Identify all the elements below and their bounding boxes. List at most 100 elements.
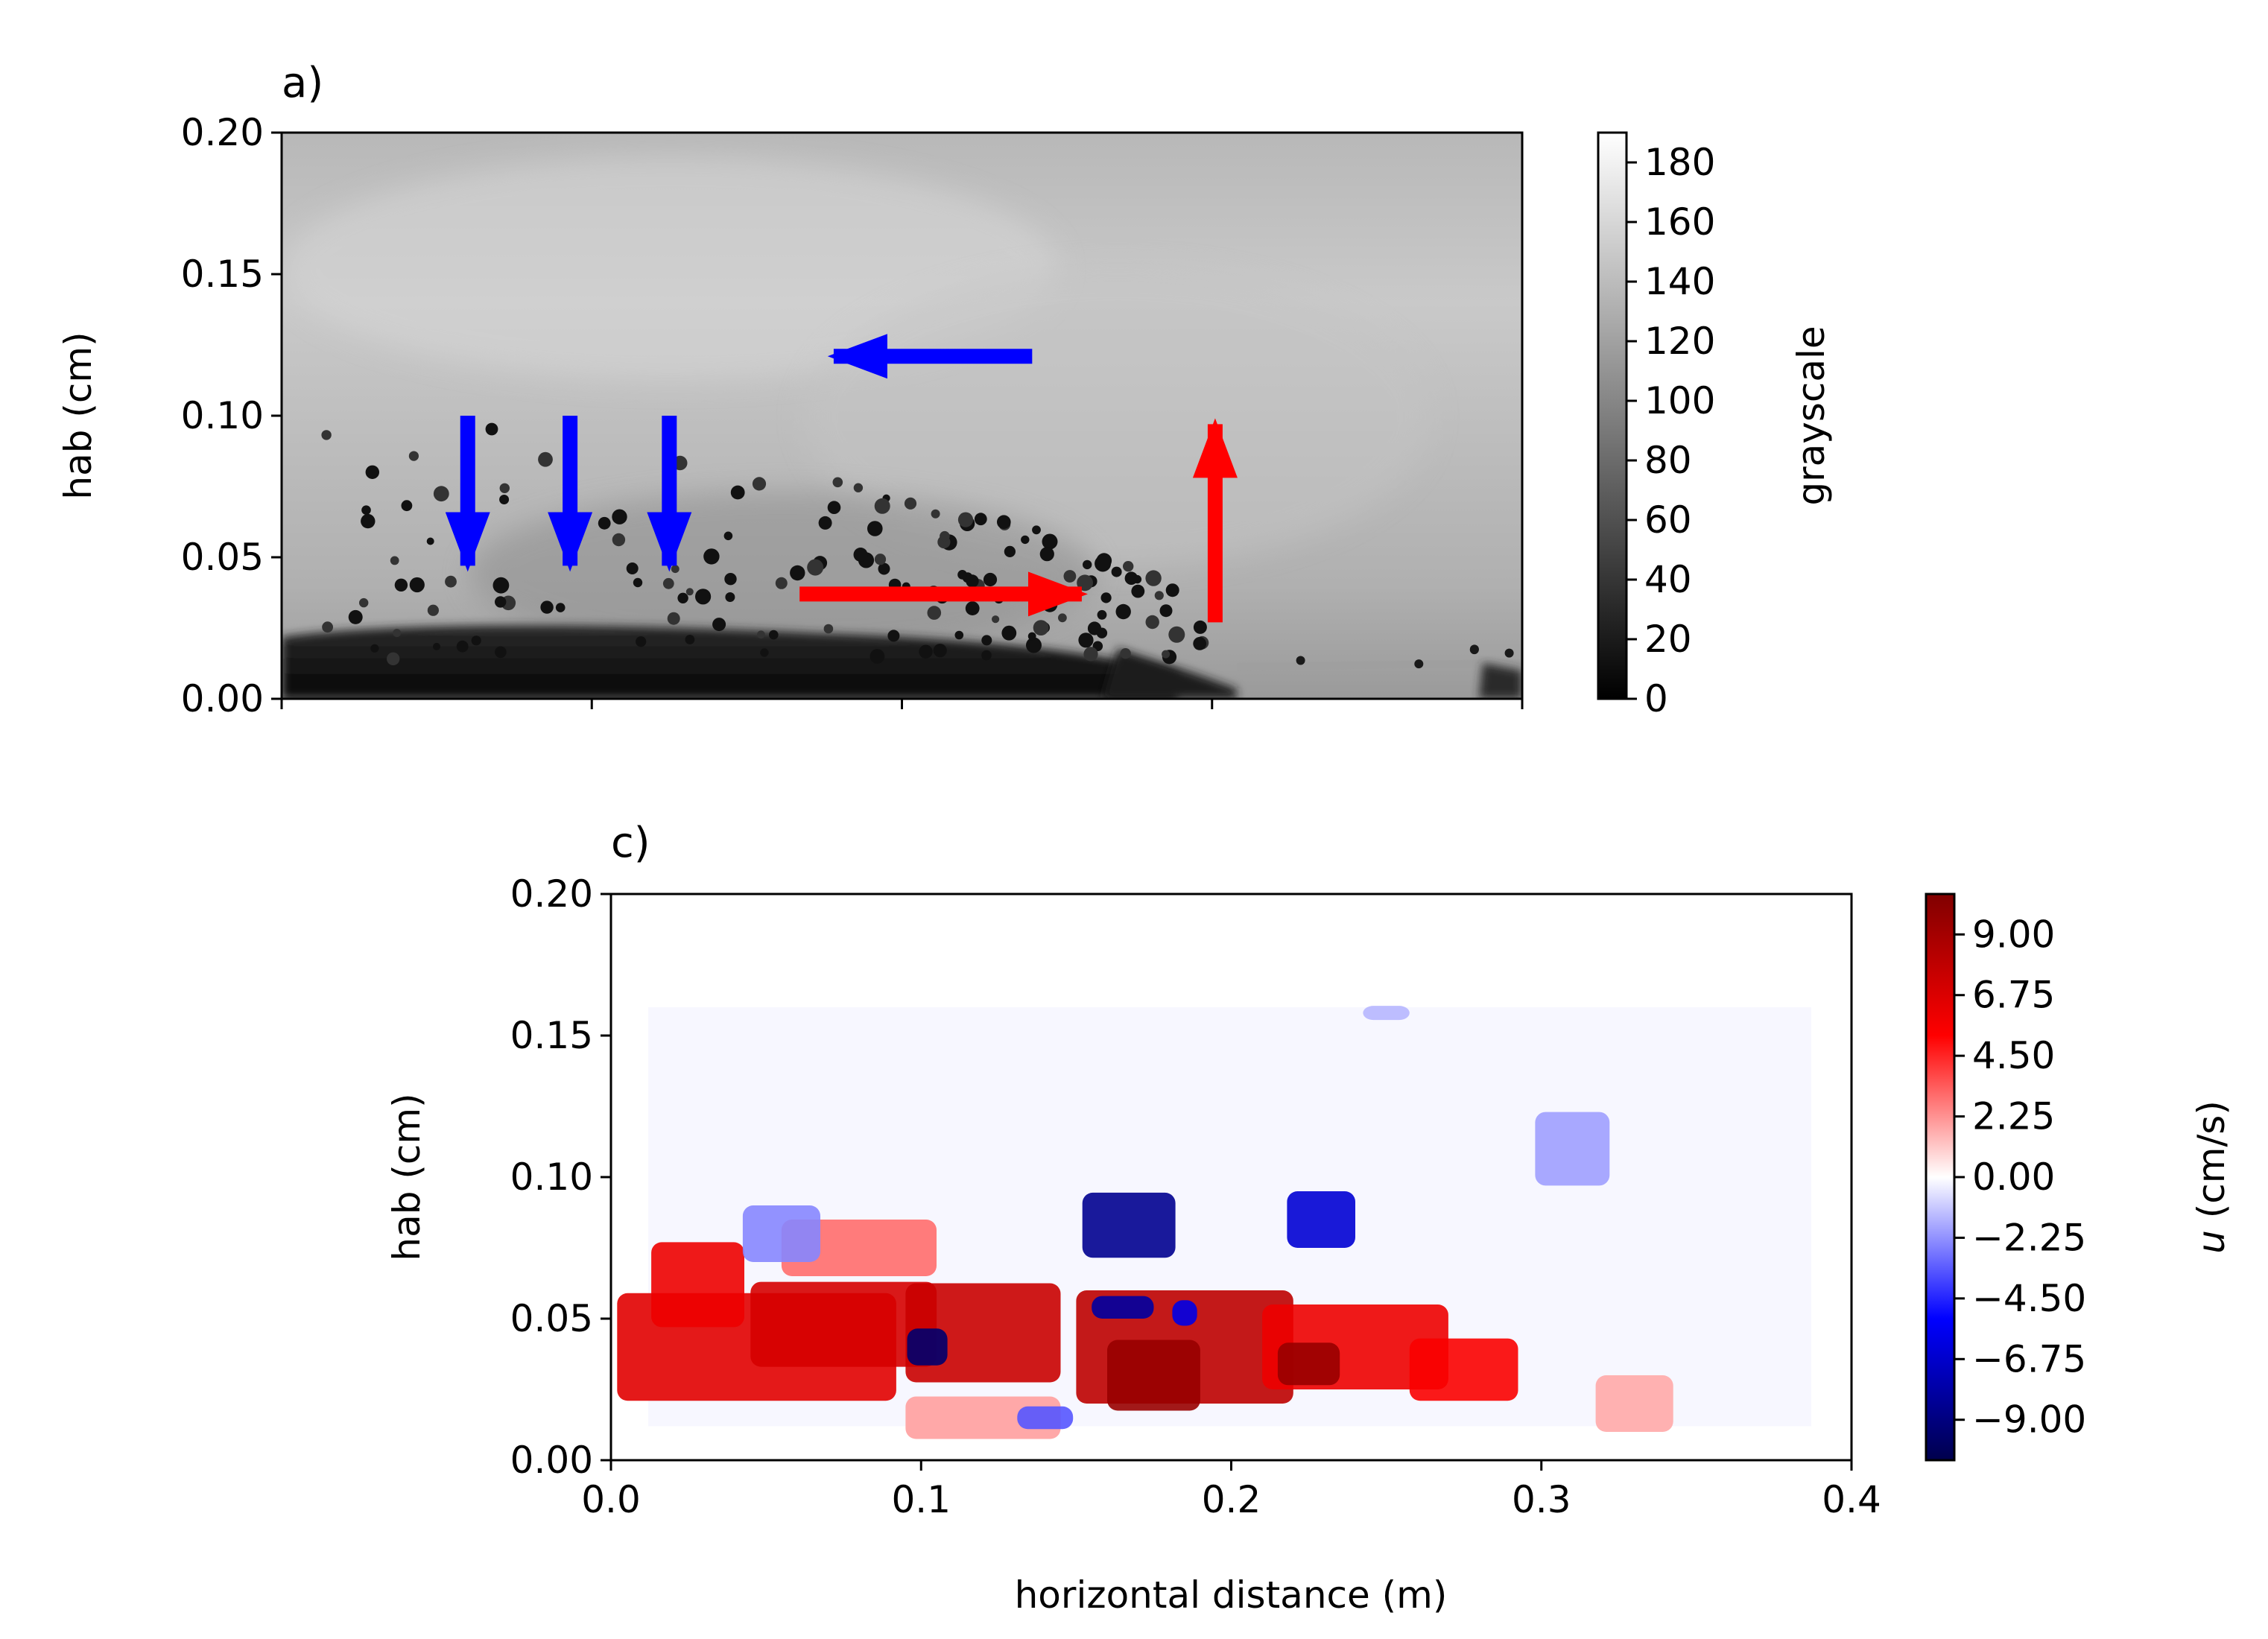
sediment-particle [409, 577, 425, 593]
positive-velocity-region [1107, 1340, 1200, 1411]
sediment-particle [981, 635, 992, 646]
sediment-particle [887, 630, 900, 642]
sediment-particle [555, 603, 566, 612]
sediment-particle [1033, 620, 1049, 635]
sediment-particle [790, 565, 805, 581]
negative-velocity-region [742, 1205, 820, 1262]
sediment-particle [1039, 547, 1054, 562]
sediment-particle [662, 577, 674, 589]
axes-a-ytick-label: 0.05 [181, 536, 264, 579]
colorbar-c-tick-label: 4.50 [1972, 1034, 2055, 1077]
negative-velocity-region [1535, 1112, 1610, 1186]
sediment-particle [1469, 645, 1479, 655]
axes-c-ytick-label: 0.10 [510, 1155, 593, 1199]
colorbar-c-tick-label: 9.00 [1972, 913, 2055, 956]
sediment-particle [636, 636, 647, 647]
sediment-particles [321, 422, 1705, 669]
sediment-particle [867, 521, 883, 536]
flow-arrows [445, 334, 1238, 623]
sediment-particle [348, 609, 363, 624]
sediment-particle [1083, 647, 1098, 662]
sediment-particle [853, 483, 864, 492]
sediment-particle [807, 559, 824, 576]
sediment-particle [1021, 535, 1030, 545]
sediment-particle [671, 565, 680, 574]
colorbar-a-tick-label: 100 [1644, 379, 1715, 422]
colorbar-c-tick-label: 6.75 [1972, 974, 2055, 1017]
sediment-particle [725, 592, 735, 602]
panel-a: a) 0.00 0.05 0.10 0.15 0.20 hab (cm) 0 20 40 60… [57, 59, 1833, 720]
colorbar-c-tick-label: −2.25 [1972, 1216, 2086, 1259]
sediment-particle [322, 621, 333, 633]
sediment-particle [390, 556, 399, 565]
sediment-particle [823, 624, 834, 634]
sediment-particle [1120, 648, 1131, 659]
sediment-particle [1162, 650, 1171, 659]
sediment-particle [471, 635, 481, 646]
sediment-particle [1078, 633, 1094, 648]
sediment-particle [387, 652, 400, 665]
sediment-particle [966, 574, 979, 588]
sediment-particle [685, 588, 694, 596]
sediment-particle [703, 548, 720, 565]
negative-velocity-region [1017, 1406, 1074, 1430]
sediment-particle [933, 644, 947, 658]
sediment-particle [433, 642, 440, 650]
colorbar-a-tick-label: 0 [1644, 677, 1668, 720]
axes-c-xtick-label: 0.4 [1822, 1478, 1881, 1521]
sediment-particle [598, 516, 611, 530]
sediment-particle [919, 644, 933, 659]
positive-velocity-region [1409, 1338, 1518, 1401]
sediment-particle [723, 531, 733, 541]
colorbar-a-ticks: 0 20 40 60 80 100 120 140 160 180 [1626, 141, 1715, 720]
axes-c-ytick-label: 0.15 [510, 1014, 593, 1057]
panel-c: c) 0.000.050.100.150.20 0.0 0.1 0.2 0.3 0.4 … [385, 819, 2233, 1617]
axes-c-yticks: 0.00 0.05 0.10 0.15 0.20 [510, 872, 611, 1482]
sediment-particle [1696, 632, 1705, 641]
sediment-particle [1026, 637, 1042, 653]
colorbar-c-ticks: −9.00 −6.75 −4.50 −2.25 0.00 2.25 4.50 6.75 9.00 [1954, 913, 2086, 1442]
colorbar-a-tick-label: 140 [1644, 260, 1715, 303]
negative-velocity-region [1172, 1300, 1197, 1326]
sediment-particle [757, 630, 765, 639]
sediment-particle [1032, 525, 1041, 535]
colorbar-c-label-var: u [2190, 1230, 2233, 1254]
colorbar-c-label: u (cm/s) [2190, 1100, 2233, 1254]
positive-velocity-region [1595, 1375, 1673, 1432]
colorbar-a-tick-label: 160 [1644, 200, 1715, 244]
sediment-particle [538, 451, 553, 467]
sediment-particle [1097, 609, 1107, 620]
sediment-particle [612, 533, 626, 547]
sediment-particle [626, 562, 639, 574]
positive-velocity-region [905, 1396, 1061, 1439]
sediment-particle [499, 483, 510, 493]
sediment-particle [981, 650, 992, 661]
sediment-particle [1058, 613, 1067, 623]
sediment-particle [1004, 545, 1016, 558]
sediment-particle [940, 530, 950, 542]
sediment-particle [667, 612, 680, 625]
sediment-particle [1095, 555, 1112, 572]
colorbar-c-tick-label: −4.50 [1972, 1277, 2086, 1320]
sediment-particle [370, 644, 379, 653]
sediment-particle [874, 554, 887, 565]
panel-a-label: a) [282, 59, 323, 107]
sediment-particle [499, 495, 510, 504]
velocity-regions [617, 1006, 1673, 1439]
sediment-particle [685, 635, 695, 644]
sediment-particle [769, 630, 779, 640]
negative-velocity-region [1287, 1191, 1355, 1248]
sediment-particle [724, 573, 737, 586]
axes-c-ytick-label: 0.05 [510, 1297, 593, 1340]
axes-c-ytick-label: 0.00 [510, 1439, 593, 1482]
sediment-particle [321, 430, 332, 440]
sediment-particle [695, 589, 712, 605]
sediment-particle [965, 601, 980, 615]
sediment-particle [393, 629, 402, 638]
sediment-particle [1193, 620, 1207, 634]
sediment-particle [1123, 561, 1134, 572]
colorbar-c-label-unit: (cm/s) [2190, 1100, 2233, 1230]
sediment-particle [712, 618, 726, 632]
sediment-particle [957, 512, 974, 527]
